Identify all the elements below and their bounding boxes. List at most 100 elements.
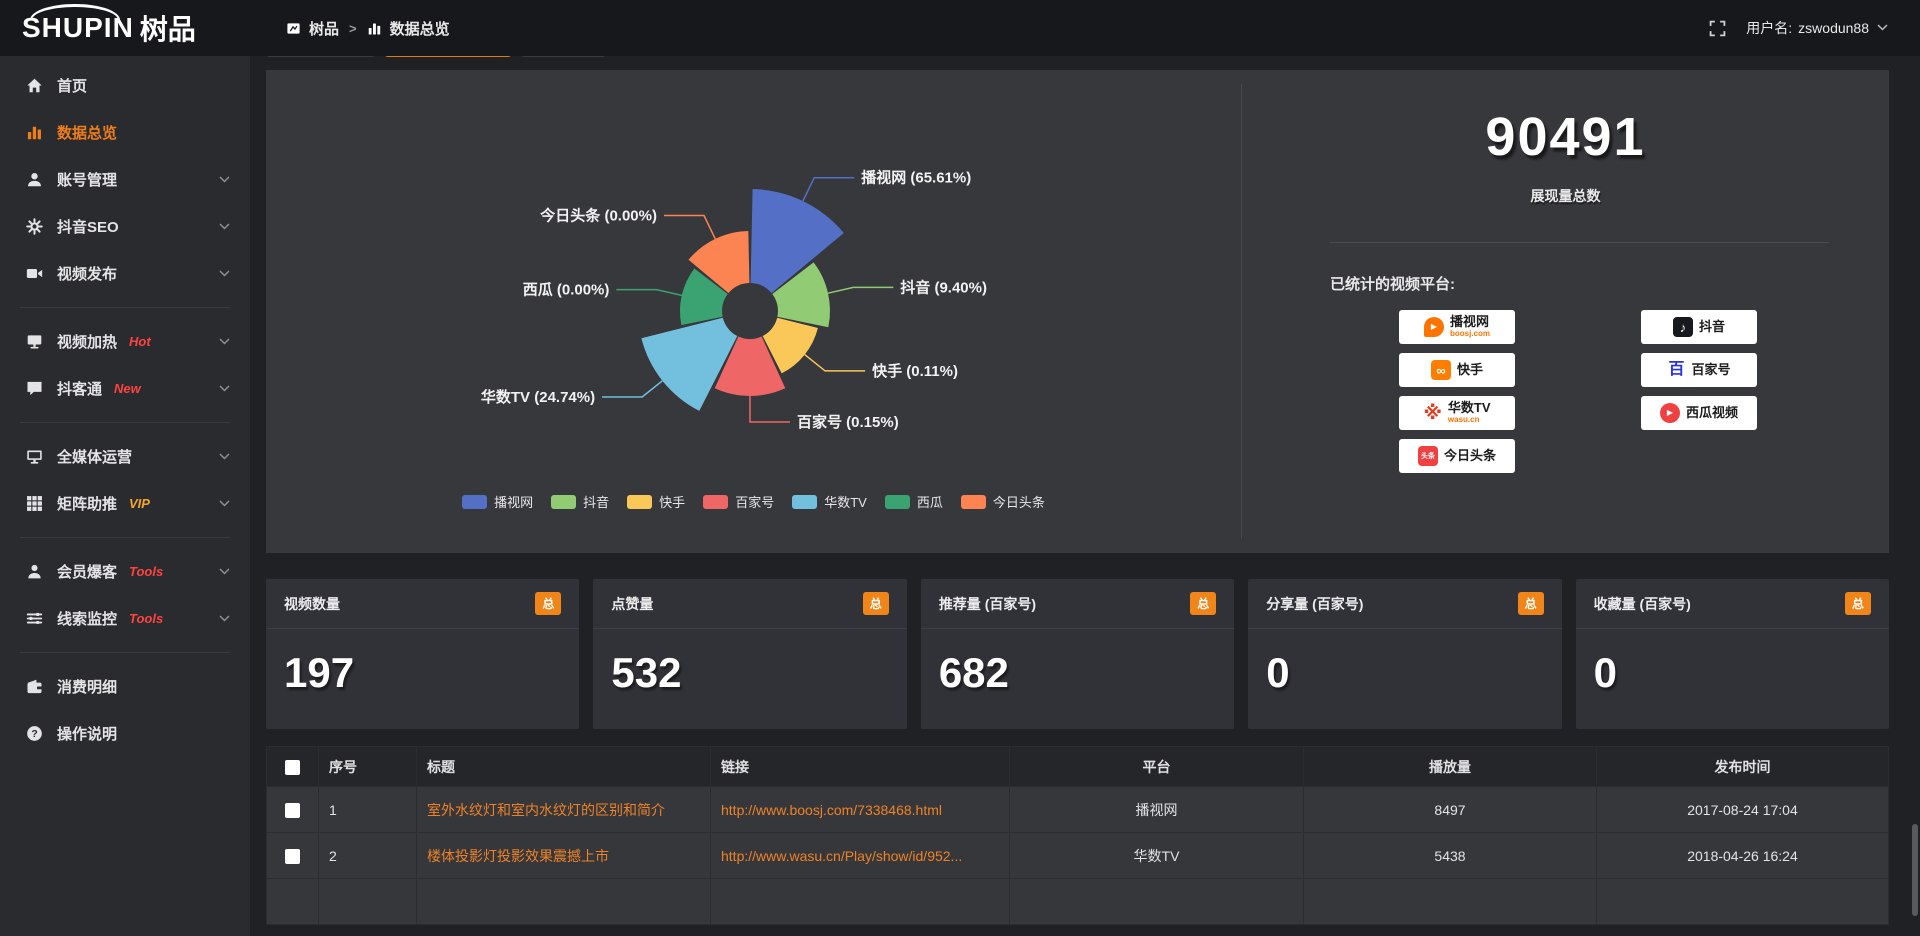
scrollbar[interactable] — [1912, 824, 1918, 916]
sidebar-item-9[interactable]: 矩阵助推 VIP — [0, 480, 250, 527]
sidebar-item-badge: VIP — [129, 496, 150, 511]
legend-item-3[interactable]: 快手 — [627, 492, 685, 511]
legend-item-6[interactable]: 西瓜 — [884, 492, 943, 511]
sidebar-item-8[interactable]: 全媒体运营 — [0, 433, 250, 480]
chevron-down-icon — [219, 223, 230, 230]
sidebar-item-7[interactable]: 抖客通 New — [0, 365, 250, 412]
col-header-3: 链接 — [710, 746, 1010, 787]
total-badge: 总 — [1517, 592, 1544, 615]
bar-chart-icon — [368, 22, 380, 34]
sidebar: 首页 数据总览 账号管理 抖音SEO 视频发布 视频加热 Hot 抖客通 New 全媒体运营 矩阵助… — [0, 56, 250, 936]
legend-item-5[interactable]: 华数TV — [792, 492, 867, 511]
chevron-down-icon — [219, 500, 230, 507]
legend-swatch — [703, 494, 729, 509]
legend-label: 快手 — [659, 495, 686, 510]
sidebar-item-10[interactable]: 会员爆客 Tools — [0, 548, 250, 595]
sidebar-item-12[interactable]: 消费明细 — [0, 663, 250, 710]
empty-cell — [1009, 878, 1304, 925]
empty-cell — [266, 878, 319, 925]
video-title-link-cell: 楼体投影灯投影效果震撼上市 — [416, 832, 711, 879]
empty-cell — [710, 878, 1010, 925]
sidebar-item-badge: Hot — [129, 334, 151, 349]
legend-item-1[interactable]: 播视网 — [462, 492, 533, 511]
platform-badge-douyin: ♪ 抖音 — [1641, 310, 1757, 344]
table-header-row: 序号 标题 链接 平台 播放量 发布时间 — [266, 746, 1889, 787]
platform-badge-boosj: ▶ 播视网 boosj.com — [1399, 310, 1515, 344]
pie-label-line — [749, 396, 790, 423]
pie-label-line — [602, 380, 663, 398]
sidebar-item-label: 线索监控 — [57, 611, 118, 628]
pie-slice-6 — [679, 268, 728, 326]
legend-label: 百家号 — [735, 495, 775, 510]
video-icon — [26, 269, 43, 278]
col-header-4: 平台 — [1009, 746, 1304, 787]
legend-label: 今日头条 — [992, 495, 1045, 510]
user-menu[interactable]: 用户名: zswodun88 — [1746, 18, 1888, 38]
chevron-down-icon — [219, 223, 230, 230]
legend-label: 播视网 — [494, 495, 534, 510]
toutiao-logo-icon: 头条 — [1417, 446, 1438, 466]
summary-divider — [1330, 242, 1829, 243]
total-badge: 总 — [1190, 592, 1217, 615]
chevron-down-icon — [219, 568, 230, 575]
question-icon: ? — [27, 726, 42, 741]
total-badge: 总 — [535, 592, 562, 615]
stat-card-header: 分享量 (百家号) 总 — [1248, 579, 1562, 629]
stat-card-1: 视频数量 总 197 — [266, 579, 580, 729]
summary-panel: 90491 展现量总数 已统计的视频平台: ▶ 播视网 boosj.com ∞ 快手 ※ 华… — [1242, 70, 1889, 553]
sidebar-item-3[interactable]: 账号管理 — [0, 156, 250, 203]
select-all-checkbox[interactable] — [285, 759, 300, 775]
stat-card-2: 点赞量 总 532 — [593, 579, 907, 729]
platform-badge-kuaishou: ∞ 快手 — [1399, 353, 1515, 387]
breadcrumb: 树品 > 数据总览 — [286, 18, 450, 39]
breadcrumb-root[interactable]: 树品 — [309, 20, 340, 38]
sidebar-item-2[interactable]: 数据总览 — [0, 109, 250, 156]
sidebar-item-1[interactable]: 首页 — [0, 62, 250, 109]
publish-time-cell: 2018-04-26 16:24 — [1596, 832, 1889, 879]
legend-item-4[interactable]: 百家号 — [703, 492, 774, 511]
video-url-link[interactable]: http://www.wasu.cn/Play/show/id/952... — [721, 847, 963, 864]
platform-badge-xigua: ▶ 西瓜视频 — [1641, 396, 1757, 430]
legend-item-7[interactable]: 今日头条 — [960, 492, 1045, 511]
chevron-down-icon — [1877, 24, 1888, 32]
platform-name-wrap: 西瓜视频 — [1686, 405, 1738, 420]
sidebar-item-badge: New — [114, 381, 141, 396]
sidebar-item-label: 抖音SEO — [57, 219, 119, 236]
pie-slice-5 — [641, 317, 738, 411]
row-checkbox[interactable] — [285, 848, 300, 864]
legend-label: 西瓜 — [916, 495, 943, 510]
platform-name: 快手 — [1456, 361, 1483, 377]
panel-divider — [1241, 84, 1242, 539]
stat-card-value: 197 — [284, 649, 355, 696]
video-title-link[interactable]: 室外水纹灯和室内水纹灯的区别和简介 — [427, 801, 665, 818]
sidebar-item-5[interactable]: 视频发布 — [0, 250, 250, 297]
chevron-down-icon — [219, 500, 230, 507]
row-checkbox[interactable] — [285, 802, 300, 818]
legend-item-2[interactable]: 抖音 — [551, 492, 609, 511]
total-badge: 总 — [1845, 592, 1872, 615]
total-badge: 总 — [862, 592, 889, 615]
platform-badge-toutiao: 头条 今日头条 — [1399, 439, 1515, 473]
video-title-link[interactable]: 楼体投影灯投影效果震撼上市 — [427, 847, 609, 864]
screen-icon — [27, 335, 42, 349]
col-header-1: 序号 — [318, 746, 417, 787]
chevron-down-icon — [219, 270, 230, 277]
video-url-link[interactable]: http://www.boosj.com/7338468.html — [721, 801, 943, 818]
wallet-icon — [27, 679, 42, 694]
sidebar-item-4[interactable]: 抖音SEO — [0, 203, 250, 250]
stat-card-header: 推荐量 (百家号) 总 — [920, 579, 1235, 629]
sidebar-item-label: 抖客通 — [57, 381, 103, 398]
sidebar-item-label: 首页 — [57, 78, 88, 95]
sidebar-item-6[interactable]: 视频加热 Hot — [0, 318, 250, 365]
sidebar-item-11[interactable]: 线索监控 Tools — [0, 595, 250, 642]
sidebar-item-label: 矩阵助推 — [57, 496, 118, 513]
row-id: 1 — [318, 786, 417, 833]
empty-cell — [318, 878, 417, 925]
grid-icon — [27, 496, 42, 511]
sidebar-item-13[interactable]: ? 操作说明 — [0, 710, 250, 757]
col-header-5: 播放量 — [1303, 746, 1597, 787]
kuaishou-logo-icon: ∞ — [1430, 360, 1451, 380]
sidebar-item-label: 操作说明 — [57, 726, 118, 743]
stat-card-label: 收藏量 (百家号) — [1593, 595, 1691, 612]
fullscreen-icon[interactable] — [1709, 20, 1726, 37]
